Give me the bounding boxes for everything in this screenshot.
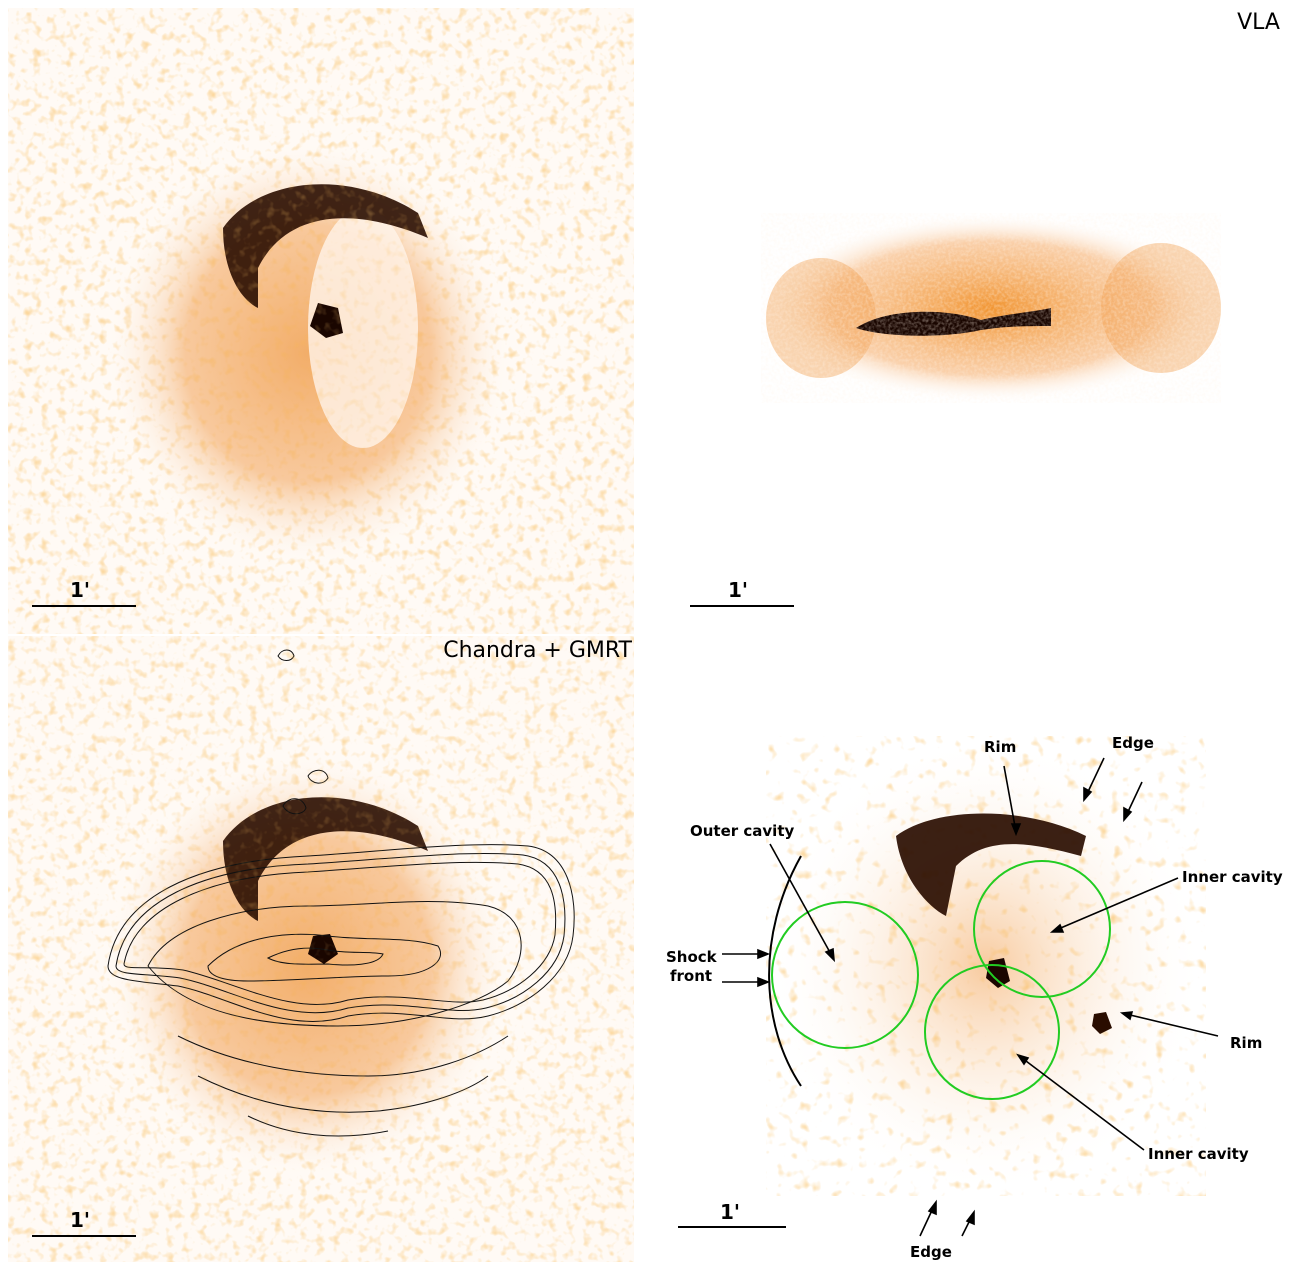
scale-bar bbox=[32, 605, 136, 607]
vla-radio-image-panel: VLA 1' bbox=[666, 8, 1292, 634]
annotation-rim-right: Rim bbox=[1230, 1034, 1263, 1052]
xray-image bbox=[8, 8, 634, 634]
scale-bar bbox=[690, 605, 794, 607]
panel-title: VLA bbox=[1237, 10, 1280, 35]
annotated-xray-image bbox=[666, 636, 1292, 1262]
shock-front-arc bbox=[768, 855, 802, 1087]
annotation-edge-bottom: Edge bbox=[910, 1243, 952, 1261]
annotation-edge-top: Edge bbox=[1112, 734, 1154, 752]
inner-cavity-upper-circle bbox=[973, 860, 1111, 998]
scale-bar bbox=[678, 1226, 786, 1228]
scale-label: 1' bbox=[70, 578, 91, 602]
chandra-gmrt-overlay-image bbox=[8, 636, 634, 1262]
scale-label: 1' bbox=[70, 1208, 91, 1232]
scale-bar bbox=[32, 1235, 136, 1237]
annotation-inner-cavity-upper: Inner cavity bbox=[1182, 868, 1283, 886]
scale-label: 1' bbox=[728, 578, 749, 602]
scale-label: 1' bbox=[720, 1200, 741, 1224]
annotation-inner-cavity-lower: Inner cavity bbox=[1148, 1145, 1249, 1163]
outer-cavity-circle bbox=[771, 901, 919, 1049]
annotation-shock-line2: front bbox=[670, 967, 713, 985]
xray-image-panel: 1' bbox=[8, 8, 634, 634]
annotation-arrows bbox=[722, 757, 1219, 1237]
annotation-outer-cavity: Outer cavity bbox=[690, 822, 795, 840]
panel-title: Chandra + GMRT bbox=[443, 638, 632, 663]
vla-radio-image bbox=[666, 8, 1292, 634]
annotation-shock-line1: Shock bbox=[666, 948, 717, 966]
annotated-xray-panel: Rim Edge Outer cavity Inner cavity Shock… bbox=[666, 636, 1292, 1262]
cavity-circles bbox=[771, 860, 1111, 1100]
chandra-gmrt-overlay-panel: Chandra + GMRT 1' bbox=[8, 636, 634, 1262]
inner-cavity-lower-circle bbox=[924, 964, 1060, 1100]
annotation-rim-top: Rim bbox=[984, 738, 1017, 756]
